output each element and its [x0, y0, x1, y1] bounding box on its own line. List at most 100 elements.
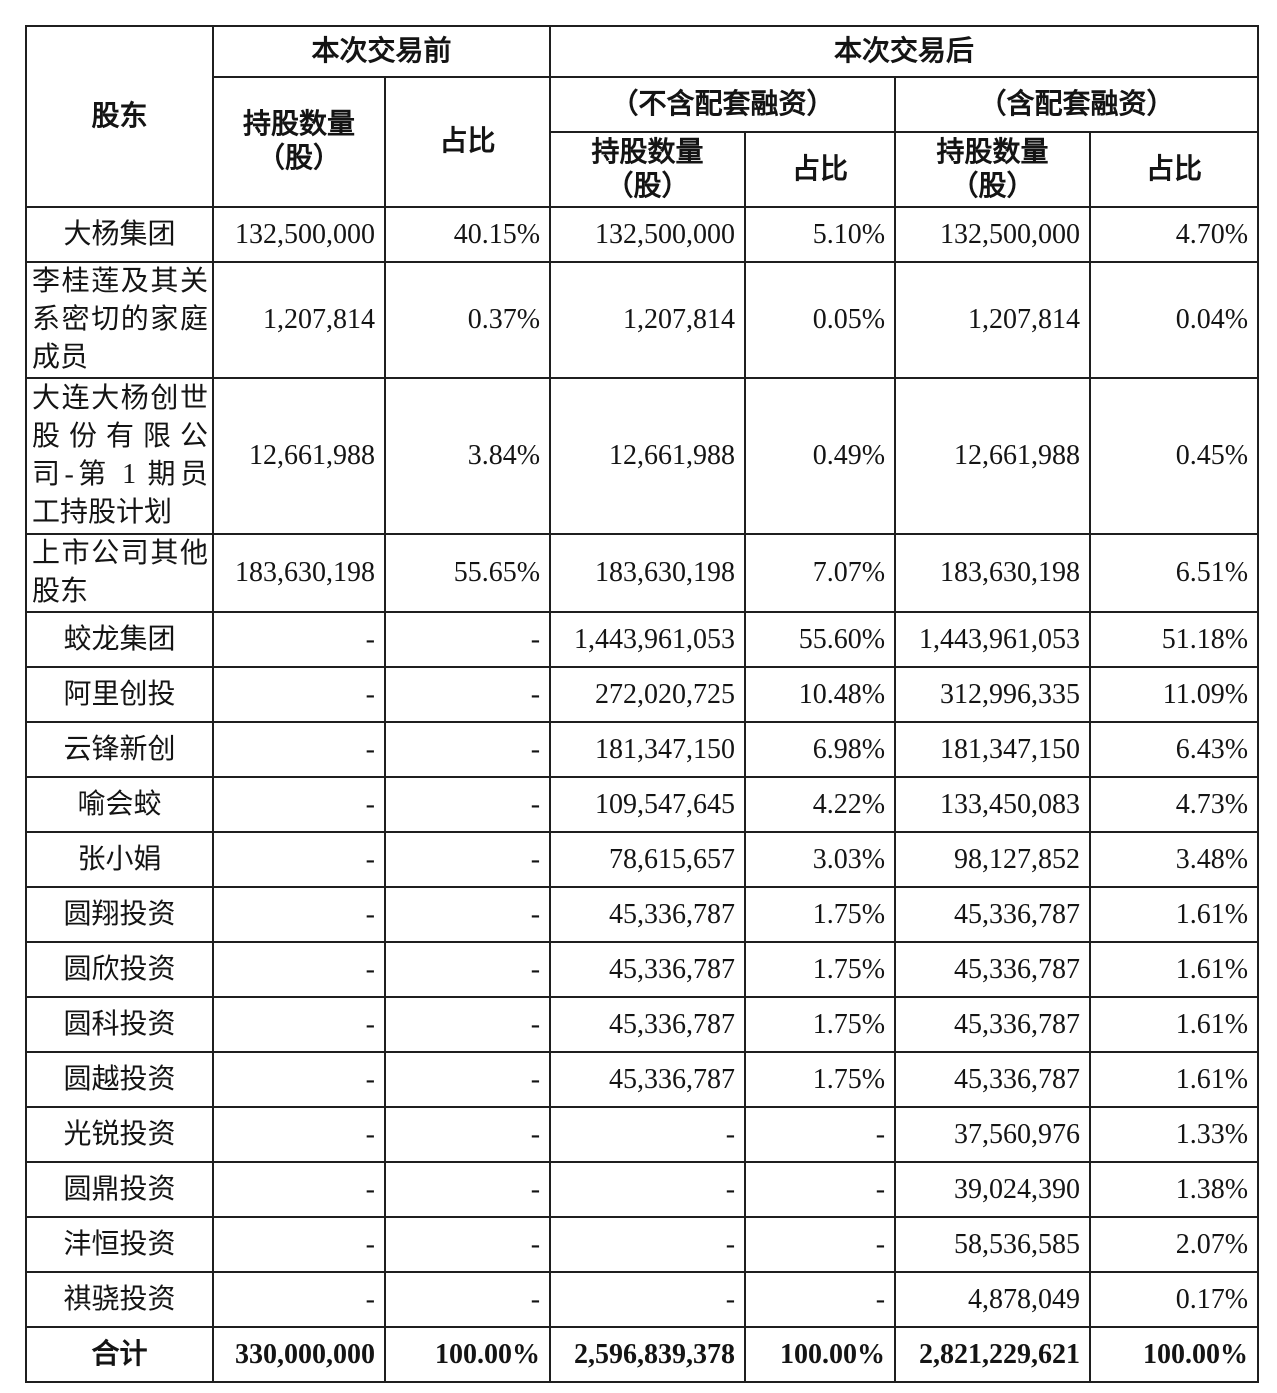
- before-shares-cell: -: [212, 776, 386, 833]
- shareholder-name: 圆欣投资: [25, 941, 214, 998]
- before-ratio-cell: -: [383, 1271, 552, 1328]
- after-incl-ratio-cell: 100.00%: [1089, 1326, 1260, 1383]
- header-excl-ratio: 占比: [744, 131, 897, 208]
- table-header: 股东 本次交易前 本次交易后 持股数量 （股） 占比 （不含配套融资） （含配套…: [25, 25, 1260, 208]
- after-excl-shares-cell: -: [549, 1161, 747, 1218]
- after-excl-shares-cell: 45,336,787: [549, 996, 747, 1053]
- after-incl-ratio-cell: 0.04%: [1089, 261, 1260, 379]
- after-incl-shares-cell: 98,127,852: [894, 831, 1092, 888]
- header-before-shares: 持股数量 （股）: [212, 76, 386, 208]
- header-excl-shares: 持股数量 （股）: [549, 131, 747, 208]
- before-ratio-cell: -: [383, 721, 552, 778]
- before-ratio-cell: -: [383, 611, 552, 668]
- after-excl-shares-cell: 109,547,645: [549, 776, 747, 833]
- shareholder-name: 光锐投资: [25, 1106, 214, 1163]
- before-ratio-cell: 0.37%: [383, 261, 552, 379]
- after-excl-ratio-cell: 1.75%: [744, 886, 897, 943]
- after-incl-shares-cell: 183,630,198: [894, 533, 1092, 613]
- before-shares-cell: 330,000,000: [212, 1326, 386, 1383]
- table-row: 张小娟 - -78,615,657 3.03% 98,127,852 3.48%: [25, 831, 1260, 888]
- table-body: 大杨集团 132,500,000 40.15% 132,500,000 5.10% 132…: [25, 206, 1260, 1383]
- before-ratio-cell: -: [383, 1216, 552, 1273]
- before-shares-cell: -: [212, 996, 386, 1053]
- shareholder-name: 阿里创投: [25, 666, 214, 723]
- after-excl-ratio-cell: 55.60%: [744, 611, 897, 668]
- header-row-1: 股东 本次交易前 本次交易后: [25, 25, 1260, 208]
- table-row: 喻会蛟 - -109,547,645 4.22% 133,450,083 4.73%: [25, 776, 1260, 833]
- table-row: 蛟龙集团 - -1,443,961,053 55.60% 1,443,961,053 51…: [25, 611, 1260, 668]
- after-excl-shares-cell: -: [549, 1106, 747, 1163]
- before-ratio-cell: 3.84%: [383, 377, 552, 535]
- after-excl-shares-cell: 45,336,787: [549, 886, 747, 943]
- shareholding-structure-table: 股东 本次交易前 本次交易后 持股数量 （股） 占比 （不含配套融资） （含配套…: [25, 25, 1260, 1383]
- after-excl-shares-cell: 45,336,787: [549, 1051, 747, 1108]
- header-excl-financing: （不含配套融资）: [549, 76, 897, 133]
- after-excl-shares-cell: 12,661,988: [549, 377, 747, 535]
- after-incl-ratio-cell: 1.61%: [1089, 1051, 1260, 1108]
- after-excl-shares-cell: 272,020,725: [549, 666, 747, 723]
- after-excl-ratio-cell: 6.98%: [744, 721, 897, 778]
- header-incl-financing: （含配套融资）: [894, 76, 1260, 133]
- header-incl-ratio: 占比: [1089, 131, 1260, 208]
- after-excl-ratio-cell: -: [744, 1161, 897, 1218]
- after-incl-shares-cell: 1,443,961,053: [894, 611, 1092, 668]
- table-row: 光锐投资 - - - -37,560,976 1.33%: [25, 1106, 1260, 1163]
- after-incl-ratio-cell: 1.61%: [1089, 941, 1260, 998]
- before-shares-cell: 12,661,988: [212, 377, 386, 535]
- after-incl-ratio-cell: 0.17%: [1089, 1271, 1260, 1328]
- after-incl-shares-cell: 181,347,150: [894, 721, 1092, 778]
- before-shares-cell: -: [212, 886, 386, 943]
- after-incl-ratio-cell: 2.07%: [1089, 1216, 1260, 1273]
- table-row: 圆鼎投资 - - - -39,024,390 1.38%: [25, 1161, 1260, 1218]
- before-shares-cell: -: [212, 1216, 386, 1273]
- after-incl-shares-cell: 45,336,787: [894, 1051, 1092, 1108]
- table-row: 圆翔投资 - -45,336,787 1.75% 45,336,787 1.61%: [25, 886, 1260, 943]
- after-excl-shares-cell: -: [549, 1216, 747, 1273]
- shareholder-name: 喻会蛟: [25, 776, 214, 833]
- after-incl-ratio-cell: 11.09%: [1089, 666, 1260, 723]
- after-incl-shares-cell: 45,336,787: [894, 941, 1092, 998]
- after-incl-shares-cell: 39,024,390: [894, 1161, 1092, 1218]
- table-row: 云锋新创 - -181,347,150 6.98% 181,347,150 6.43%: [25, 721, 1260, 778]
- table-row: 祺骁投资 - - - -4,878,049 0.17%: [25, 1271, 1260, 1328]
- after-incl-shares-cell: 45,336,787: [894, 886, 1092, 943]
- after-incl-ratio-cell: 4.73%: [1089, 776, 1260, 833]
- shareholder-name: 圆鼎投资: [25, 1161, 214, 1218]
- total-row: 合计 330,000,000 100.00% 2,596,839,378 100.00%…: [25, 1326, 1260, 1383]
- shareholder-name: 祺骁投资: [25, 1271, 214, 1328]
- before-shares-cell: -: [212, 1271, 386, 1328]
- before-ratio-cell: -: [383, 831, 552, 888]
- after-excl-ratio-cell: 0.49%: [744, 377, 897, 535]
- shareholder-name: 蛟龙集团: [25, 611, 214, 668]
- after-excl-ratio-cell: 1.75%: [744, 941, 897, 998]
- before-ratio-cell: -: [383, 1051, 552, 1108]
- before-shares-cell: -: [212, 666, 386, 723]
- table-row: 圆欣投资 - -45,336,787 1.75% 45,336,787 1.61%: [25, 941, 1260, 998]
- after-incl-shares-cell: 4,878,049: [894, 1271, 1092, 1328]
- after-incl-shares-cell: 45,336,787: [894, 996, 1092, 1053]
- before-ratio-cell: -: [383, 666, 552, 723]
- shareholder-name: 大杨集团: [25, 206, 214, 263]
- before-ratio-cell: -: [383, 1161, 552, 1218]
- after-incl-shares-cell: 1,207,814: [894, 261, 1092, 379]
- shareholder-name: 圆科投资: [25, 996, 214, 1053]
- table-row: 圆科投资 - -45,336,787 1.75% 45,336,787 1.61%: [25, 996, 1260, 1053]
- after-excl-shares-cell: 1,207,814: [549, 261, 747, 379]
- after-excl-ratio-cell: 1.75%: [744, 1051, 897, 1108]
- after-incl-shares-cell: 133,450,083: [894, 776, 1092, 833]
- before-ratio-cell: -: [383, 941, 552, 998]
- before-shares-cell: -: [212, 611, 386, 668]
- shareholder-name: 上市公司其他股东: [25, 533, 214, 613]
- table-row: 沣恒投资 - - - -58,536,585 2.07%: [25, 1216, 1260, 1273]
- after-excl-ratio-cell: 10.48%: [744, 666, 897, 723]
- shareholder-name: 合计: [25, 1326, 214, 1383]
- table-row: 大杨集团 132,500,000 40.15% 132,500,000 5.10% 132…: [25, 206, 1260, 263]
- before-shares-cell: -: [212, 1161, 386, 1218]
- after-incl-shares-cell: 132,500,000: [894, 206, 1092, 263]
- after-excl-ratio-cell: 0.05%: [744, 261, 897, 379]
- shareholder-name: 云锋新创: [25, 721, 214, 778]
- header-before-transaction: 本次交易前: [211, 25, 552, 78]
- after-excl-shares-cell: 2,596,839,378: [549, 1326, 747, 1383]
- after-excl-ratio-cell: -: [744, 1271, 897, 1328]
